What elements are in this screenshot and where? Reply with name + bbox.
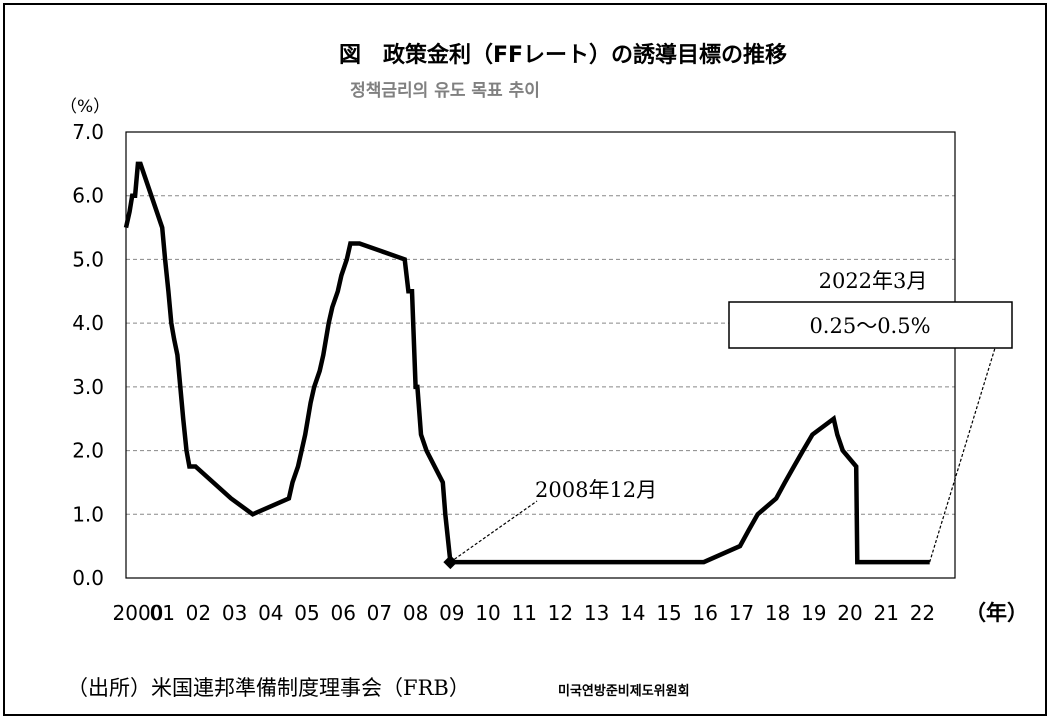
y-tick-label-7.0: 7.0 <box>72 120 104 144</box>
annotation-2008-12: 2008年12月 <box>535 478 657 502</box>
y-tick-label-0.0: 0.0 <box>72 566 104 590</box>
y-tick-label-6.0: 6.0 <box>72 184 104 208</box>
x-tick-label-13: 13 <box>584 601 609 625</box>
leader-line-2022 <box>929 347 996 563</box>
x-tick-label-19: 19 <box>801 601 826 625</box>
x-tick-label-20: 20 <box>837 601 862 625</box>
y-tick-label-3.0: 3.0 <box>72 375 104 399</box>
series-line-0 <box>123 161 930 565</box>
source-note-korean: 미국연방준비제도위원회 <box>558 683 690 699</box>
annotation-layer: 2008年12月 2022年3月 0.25～0.5% <box>443 269 1013 570</box>
y-tick-label-1.0: 1.0 <box>72 502 104 526</box>
annotation-2022-3: 2022年3月 <box>819 269 928 293</box>
y-tick-label-5.0: 5.0 <box>72 247 104 271</box>
x-tick-label-01: 01 <box>149 601 174 625</box>
plot-area-border <box>125 131 956 579</box>
x-tick-label-22: 22 <box>910 601 935 625</box>
x-axis-unit-label: （年） <box>965 601 1028 625</box>
x-tick-label-16: 16 <box>692 601 717 625</box>
leader-line-2008 <box>450 500 538 563</box>
x-tick-label-14: 14 <box>620 601 645 625</box>
x-tick-label-08: 08 <box>403 601 428 625</box>
chart-canvas: 図 政策金利（FFレート）の誘導目標の推移 정책금리의 유도 목표 추이 （%）… <box>60 42 1028 700</box>
source-note: （出所）米国連邦準備制度理事会（FRB） <box>67 676 470 700</box>
x-tick-label-09: 09 <box>439 601 464 625</box>
x-tick-label-07: 07 <box>367 601 392 625</box>
y-axis: 0.0 1.0 2.0 3.0 4.0 5.0 6.0 7.0 <box>72 120 104 590</box>
x-tick-label-17: 17 <box>729 601 754 625</box>
x-tick-label-03: 03 <box>222 601 247 625</box>
x-tick-label-2000: 2000 <box>113 601 164 625</box>
chart-subtitle: 정책금리의 유도 목표 추이 <box>350 81 540 101</box>
y-axis-unit-label: （%） <box>60 97 110 117</box>
callout-box-2022 <box>728 301 1013 349</box>
x-tick-label-06: 06 <box>330 601 355 625</box>
chart-title: 図 政策金利（FFレート）の誘導目標の推移 <box>339 42 787 68</box>
series-layer <box>123 161 930 565</box>
x-tick-label-21: 21 <box>873 601 898 625</box>
grid-lines <box>126 195 955 515</box>
annotation-2022-value: 0.25～0.5% <box>809 314 930 338</box>
x-tick-label-11: 11 <box>511 601 536 625</box>
x-tick-label-12: 12 <box>548 601 573 625</box>
y-tick-label-4.0: 4.0 <box>72 311 104 335</box>
x-tick-label-18: 18 <box>765 601 790 625</box>
x-tick-label-04: 04 <box>258 601 283 625</box>
chart-frame: 図 政策金利（FFレート）の誘導目標の推移 정책금리의 유도 목표 추이 （%）… <box>3 3 1047 716</box>
x-tick-label-02: 02 <box>186 601 211 625</box>
y-tick-label-2.0: 2.0 <box>72 439 104 463</box>
x-tick-label-15: 15 <box>656 601 681 625</box>
x-tick-label-05: 05 <box>294 601 319 625</box>
x-tick-label-10: 10 <box>475 601 500 625</box>
